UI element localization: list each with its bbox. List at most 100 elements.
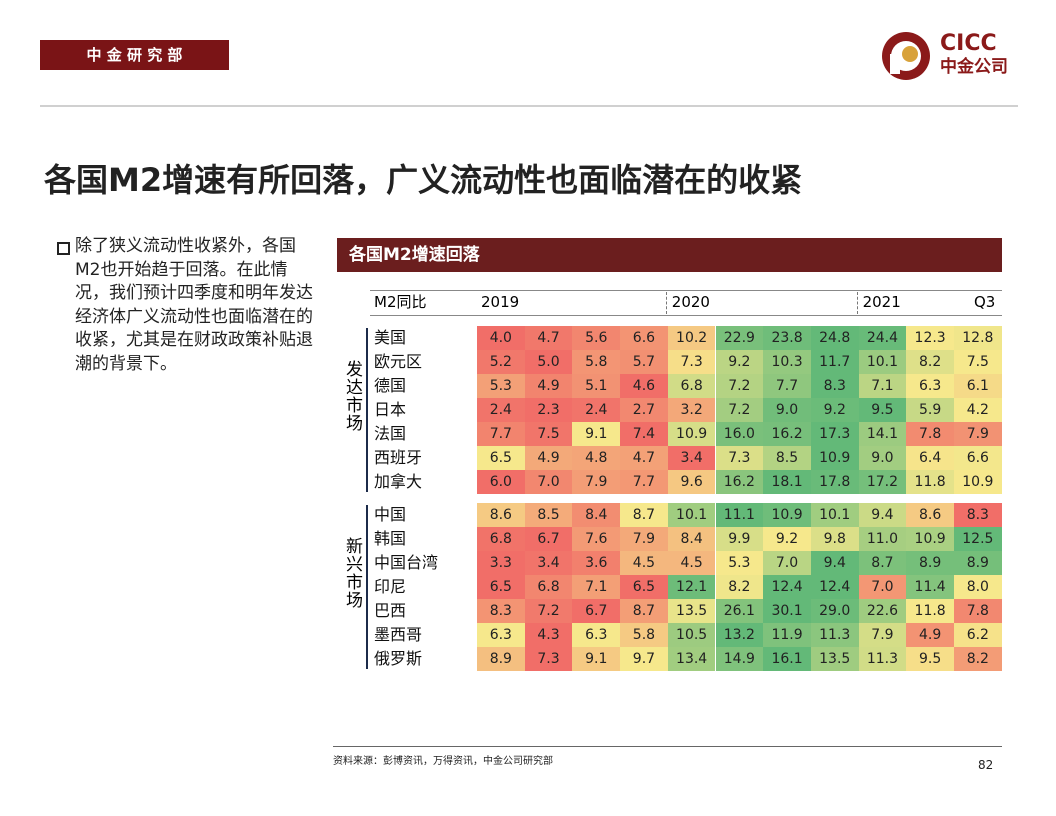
heat-cell: 7.0 [763, 551, 811, 575]
heat-cell: 7.5 [954, 350, 1002, 374]
period-label: 2019 [481, 293, 520, 311]
heat-cell: 11.4 [906, 575, 954, 599]
heat-cell: 7.3 [667, 350, 716, 374]
row-label: 中国 [374, 505, 407, 524]
heat-cell: 5.2 [477, 350, 525, 374]
heat-cell: 26.1 [715, 599, 764, 623]
bullet-icon [57, 242, 70, 255]
heat-cell: 9.8 [810, 527, 859, 551]
heat-cell: 2.4 [572, 398, 621, 422]
row-label: 韩国 [374, 529, 407, 548]
heat-cell: 4.9 [524, 374, 573, 398]
heat-cell: 7.0 [524, 470, 573, 494]
heat-cell: 4.9 [906, 623, 954, 647]
heat-cell: 9.7 [620, 647, 668, 671]
heat-cell: 7.1 [858, 374, 907, 398]
heat-cell: 9.2 [763, 527, 811, 551]
heat-cell: 9.0 [763, 398, 811, 422]
heat-cell: 4.6 [620, 374, 668, 398]
heat-cell: 24.4 [858, 326, 907, 350]
heat-cell: 6.8 [524, 575, 573, 599]
heat-cell: 7.6 [572, 527, 621, 551]
heat-cell: 10.1 [858, 350, 907, 374]
row-label: 法国 [374, 424, 407, 443]
heat-cell: 4.7 [620, 446, 668, 470]
heat-cell: 5.1 [572, 374, 621, 398]
period-divider [856, 292, 858, 314]
heat-cell: 9.2 [810, 398, 859, 422]
heat-cell: 6.7 [572, 599, 621, 623]
heat-cell: 16.1 [763, 647, 811, 671]
row-label: 中国台湾 [374, 553, 439, 572]
row-label: 巴西 [374, 601, 407, 620]
group-bar [366, 505, 368, 669]
row-label: 西班牙 [374, 448, 423, 467]
heat-cell: 7.7 [477, 422, 525, 446]
heat-cell: 10.9 [763, 503, 811, 527]
heat-cell: 30.1 [763, 599, 811, 623]
group-label: 新兴市场 [342, 537, 362, 609]
heat-cell: 9.1 [572, 647, 621, 671]
heat-cell: 7.7 [620, 470, 668, 494]
heat-cell: 6.5 [477, 446, 525, 470]
footer-rule [333, 746, 1002, 747]
heat-cell: 6.3 [906, 374, 954, 398]
heat-cell: 8.2 [906, 350, 954, 374]
heat-cell: 22.6 [858, 599, 907, 623]
heat-cell: 9.5 [906, 647, 954, 671]
heat-cell: 5.0 [524, 350, 573, 374]
heat-cell: 8.5 [524, 503, 573, 527]
logo-en: CICC [940, 31, 997, 56]
period-label: Q3 [974, 293, 996, 311]
heat-cell: 7.0 [858, 575, 907, 599]
heat-cell: 23.8 [763, 326, 811, 350]
row-label: 加拿大 [374, 472, 423, 491]
heat-cell: 7.9 [620, 527, 668, 551]
row-label: 德国 [374, 376, 407, 395]
heat-cell: 12.1 [667, 575, 716, 599]
logo-cn: 中金公司 [940, 57, 1008, 77]
heat-cell: 9.2 [715, 350, 764, 374]
heat-cell: 5.6 [572, 326, 621, 350]
heat-cell: 9.6 [667, 470, 716, 494]
heat-cell: 8.2 [715, 575, 764, 599]
heat-cell: 8.3 [477, 599, 525, 623]
heat-cell: 4.3 [524, 623, 573, 647]
heat-cell: 8.5 [763, 446, 811, 470]
header-tag: 中 金 研 究 部 [40, 40, 229, 70]
heat-cell: 16.2 [715, 470, 764, 494]
heat-cell: 14.1 [858, 422, 907, 446]
heat-cell: 3.4 [667, 446, 716, 470]
heat-cell: 8.9 [906, 551, 954, 575]
period-label: 2020 [671, 293, 710, 311]
header-row [370, 290, 1002, 316]
heat-cell: 7.2 [715, 374, 764, 398]
heat-cell: 11.1 [715, 503, 764, 527]
heat-cell: 9.4 [810, 551, 859, 575]
heat-cell: 14.9 [715, 647, 764, 671]
logo-icon [882, 32, 930, 80]
heat-cell: 16.2 [763, 422, 811, 446]
heat-cell: 8.3 [810, 374, 859, 398]
table-title: 各国M2增速回落 [337, 238, 1002, 272]
heat-cell: 7.4 [620, 422, 668, 446]
heat-cell: 7.3 [524, 647, 573, 671]
heat-cell: 13.5 [810, 647, 859, 671]
heat-cell: 10.9 [810, 446, 859, 470]
group-label: 发达市场 [342, 360, 362, 432]
heat-cell: 2.7 [620, 398, 668, 422]
heat-cell: 5.7 [620, 350, 668, 374]
heat-cell: 6.1 [954, 374, 1002, 398]
heat-cell: 4.9 [524, 446, 573, 470]
heat-cell: 2.4 [477, 398, 525, 422]
page-number: 82 [978, 758, 994, 772]
heat-cell: 8.6 [906, 503, 954, 527]
heat-cell: 16.0 [715, 422, 764, 446]
heat-cell: 9.4 [858, 503, 907, 527]
slide-title: 各国M2增速有所回落，广义流动性也面临潜在的收紧 [44, 161, 803, 199]
heat-cell: 9.5 [858, 398, 907, 422]
heat-cell: 7.9 [858, 623, 907, 647]
heat-cell: 13.2 [715, 623, 764, 647]
heat-cell: 6.4 [906, 446, 954, 470]
